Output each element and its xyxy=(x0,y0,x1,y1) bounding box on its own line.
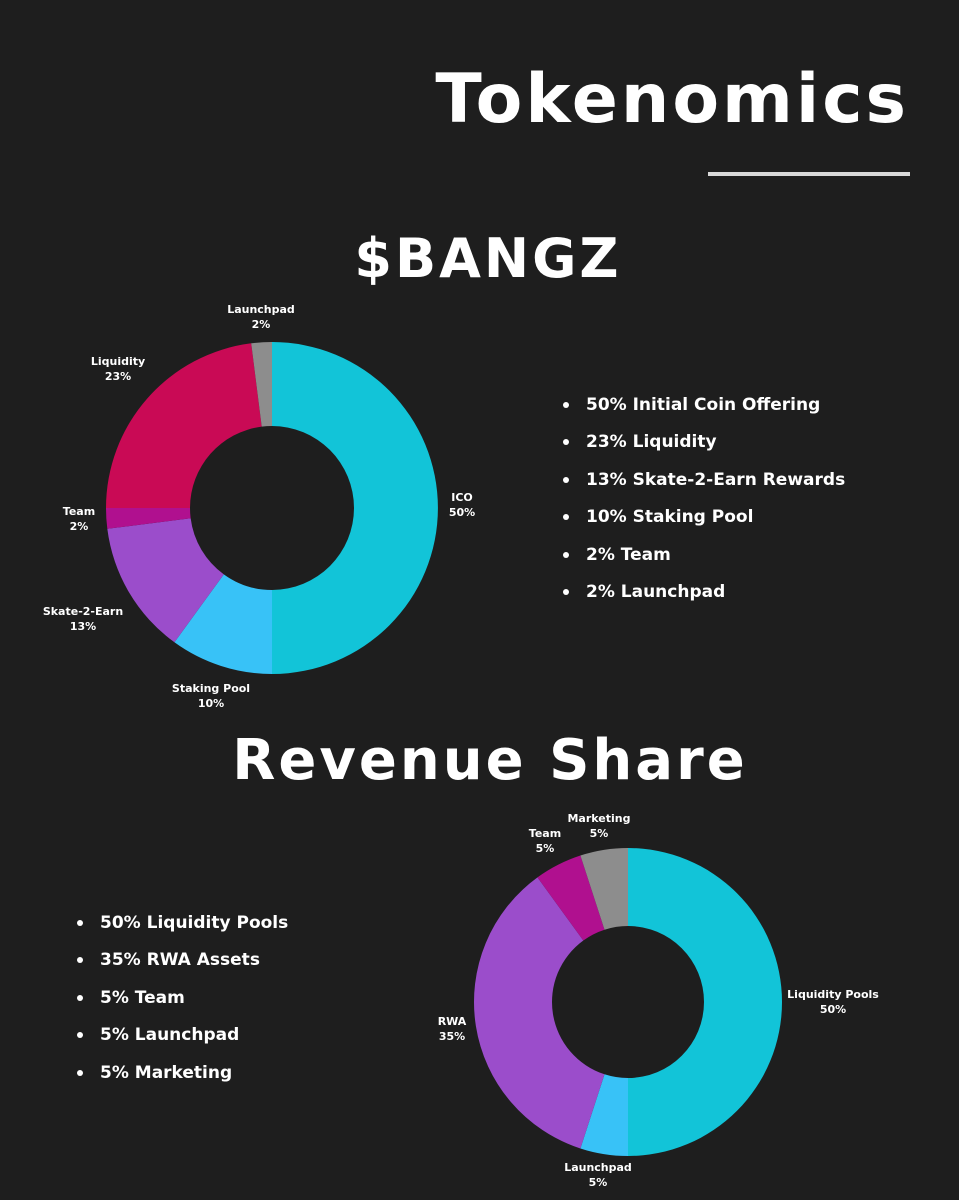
bangz-slice-value-liquidity: 23% xyxy=(105,370,131,383)
revenue-slice-label-team: Team xyxy=(529,827,561,840)
legend-item: 5% Team xyxy=(74,987,288,1024)
legend-item: 23% Liquidity xyxy=(560,431,845,468)
bangz-slice-launchpad xyxy=(251,342,272,427)
legend-item: 50% Initial Coin Offering xyxy=(560,394,845,431)
revenue-slice-value-launchpad: 5% xyxy=(589,1176,608,1189)
revenue-slice-team xyxy=(537,855,605,941)
bangz-slice-label-ico: ICO xyxy=(451,491,473,504)
page-title: Tokenomics xyxy=(435,60,909,139)
bangz-slice-value-staking-pool: 10% xyxy=(198,697,224,710)
bangz-slice-team xyxy=(106,508,191,529)
bangz-slice-staking-pool xyxy=(174,574,272,674)
revenue-slice-value-marketing: 5% xyxy=(590,827,609,840)
bangz-legend-list: 50% Initial Coin Offering 23% Liquidity … xyxy=(560,394,845,618)
bangz-slice-label-team: Team xyxy=(63,505,95,518)
bangz-slice-value-skate-2-earn: 13% xyxy=(70,620,96,633)
revenue-slice-rwa xyxy=(474,877,605,1149)
bangz-slice-label-skate-2-earn: Skate-2-Earn xyxy=(43,605,123,618)
bangz-slice-ico xyxy=(272,342,438,674)
bangz-slice-label-liquidity: Liquidity xyxy=(91,355,145,368)
legend-item: 13% Skate-2-Earn Rewards xyxy=(560,469,845,506)
revenue-slice-label-rwa: RWA xyxy=(438,1015,467,1028)
revenue-slice-label-liquidity-pools: Liquidity Pools xyxy=(787,988,879,1001)
bangz-slice-label-launchpad: Launchpad xyxy=(227,303,295,316)
title-divider xyxy=(708,172,910,176)
legend-item: 2% Launchpad xyxy=(560,581,845,618)
revenue-slice-label-marketing: Marketing xyxy=(567,812,630,825)
revenue-slice-label-launchpad: Launchpad xyxy=(564,1161,632,1174)
revenue-slice-liquidity-pools xyxy=(628,848,782,1156)
revenue-slice-value-rwa: 35% xyxy=(439,1030,465,1043)
bangz-slice-liquidity xyxy=(106,343,262,508)
bangz-slice-value-team: 2% xyxy=(70,520,89,533)
bangz-slice-value-launchpad: 2% xyxy=(252,318,271,331)
legend-item: 5% Launchpad xyxy=(74,1024,288,1061)
revenue-legend-list: 50% Liquidity Pools 35% RWA Assets 5% Te… xyxy=(74,912,288,1099)
legend-item: 10% Staking Pool xyxy=(560,506,845,543)
revenue-slice-value-liquidity-pools: 50% xyxy=(820,1003,846,1016)
revenue-slice-value-team: 5% xyxy=(536,842,555,855)
bangz-slice-skate-2-earn xyxy=(107,518,224,643)
bangz-section-title: $BANGZ xyxy=(354,227,622,290)
legend-item: 35% RWA Assets xyxy=(74,949,288,986)
revenue-slice-marketing xyxy=(580,848,628,930)
legend-item: 5% Marketing xyxy=(74,1062,288,1099)
legend-item: 50% Liquidity Pools xyxy=(74,912,288,949)
bangz-slice-value-ico: 50% xyxy=(449,506,475,519)
legend-item: 2% Team xyxy=(560,544,845,581)
revenue-share-section-title: Revenue Share xyxy=(232,728,748,793)
revenue-slice-launchpad xyxy=(580,1074,628,1156)
bangz-slice-label-staking-pool: Staking Pool xyxy=(172,682,250,695)
